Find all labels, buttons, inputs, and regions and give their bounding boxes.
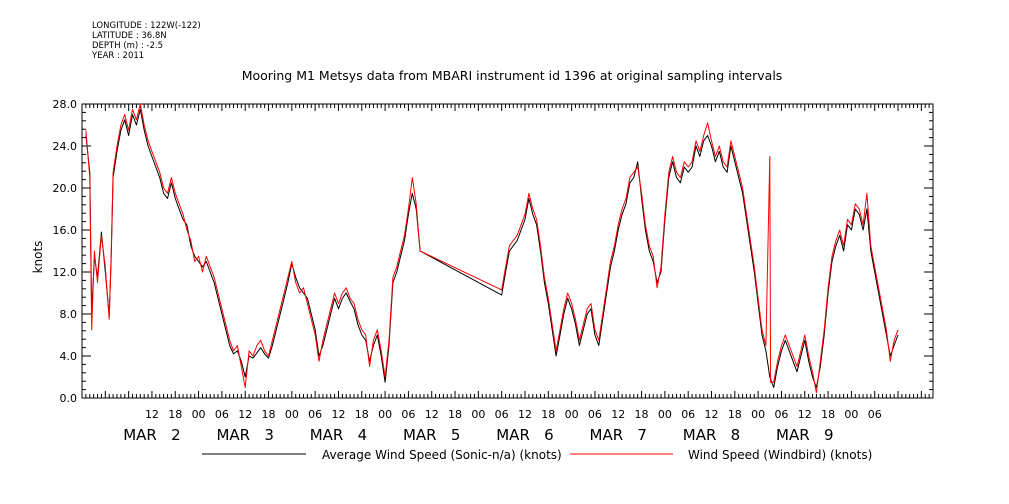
tick-labels: 0.0 4.0 8.0 12.0 16.0 20.0 24.0 28.0 12 18 00 06 12 1…	[53, 98, 882, 444]
x-hour-label: 06	[774, 408, 788, 421]
x-hour-label: 12	[518, 408, 532, 421]
series-layer	[85, 103, 899, 394]
x-hour-label: 12	[611, 408, 625, 421]
x-hour-label: 00	[192, 408, 206, 421]
series-line-sonic	[85, 108, 899, 388]
x-hour-label: 18	[541, 408, 555, 421]
x-hour-label: 12	[238, 408, 252, 421]
x-hour-label: 06	[588, 408, 602, 421]
plot-frame	[81, 103, 934, 399]
metadata-block: LONGITUDE : 122W(-122) LATITUDE : 36.8N …	[92, 21, 201, 61]
x-hour-label: 00	[565, 408, 579, 421]
x-hour-label: 06	[868, 408, 882, 421]
x-day-label: MAR 5	[403, 426, 460, 444]
chart-title: Mooring M1 Metsys data from MBARI instru…	[242, 68, 783, 83]
x-day-label: MAR 4	[310, 426, 367, 444]
x-day-label: MAR 9	[776, 426, 833, 444]
x-hour-label: 06	[308, 408, 322, 421]
y-tick-label: 0.0	[60, 392, 78, 405]
x-hour-label: 12	[425, 408, 439, 421]
x-day-label: MAR 7	[590, 426, 647, 444]
x-hour-label: 00	[471, 408, 485, 421]
x-hour-label: 00	[378, 408, 392, 421]
x-hour-label: 12	[331, 408, 345, 421]
x-day-label: MAR 3	[216, 426, 273, 444]
legend-label-windbird: Wind Speed (Windbird) (knots)	[688, 448, 872, 462]
legend: Average Wind Speed (Sonic-n/a) (knots) W…	[202, 448, 872, 462]
x-day-label: MAR 8	[683, 426, 740, 444]
x-hour-label: 06	[681, 408, 695, 421]
x-hour-label: 18	[728, 408, 742, 421]
y-tick-label: 28.0	[53, 98, 78, 111]
x-hour-label: 18	[821, 408, 835, 421]
x-hour-label: 18	[262, 408, 276, 421]
x-hour-label: 06	[495, 408, 509, 421]
y-tick-label: 8.0	[60, 308, 78, 321]
y-tick-label: 20.0	[53, 182, 78, 195]
x-hour-label: 00	[658, 408, 672, 421]
x-hour-label: 12	[145, 408, 159, 421]
y-tick-label: 16.0	[53, 224, 78, 237]
meta-year: YEAR : 2011	[92, 51, 145, 61]
series-line-windbird	[85, 103, 899, 394]
x-day-label: MAR 6	[496, 426, 553, 444]
x-hour-label: 12	[798, 408, 812, 421]
meta-longitude: LONGITUDE : 122W(-122)	[92, 21, 201, 31]
y-axis-label: knots	[31, 241, 45, 274]
x-day-label: MAR 2	[123, 426, 180, 444]
x-hour-label: 12	[705, 408, 719, 421]
x-hour-label: 00	[751, 408, 765, 421]
x-hour-label: 18	[355, 408, 369, 421]
meta-depth: DEPTH (m) : -2.5	[92, 41, 164, 51]
y-tick-label: 24.0	[53, 140, 78, 153]
x-hour-label: 00	[844, 408, 858, 421]
axis-ticks	[81, 103, 934, 399]
x-hour-label: 06	[215, 408, 229, 421]
meta-latitude: LATITUDE : 36.8N	[92, 31, 167, 41]
x-hour-label: 18	[168, 408, 182, 421]
x-hour-label: 18	[635, 408, 649, 421]
x-hour-label: 18	[448, 408, 462, 421]
y-tick-label: 12.0	[53, 266, 78, 279]
x-hour-label: 06	[401, 408, 415, 421]
legend-label-sonic: Average Wind Speed (Sonic-n/a) (knots)	[322, 448, 562, 462]
x-hour-label: 00	[285, 408, 299, 421]
y-tick-label: 4.0	[60, 350, 78, 363]
